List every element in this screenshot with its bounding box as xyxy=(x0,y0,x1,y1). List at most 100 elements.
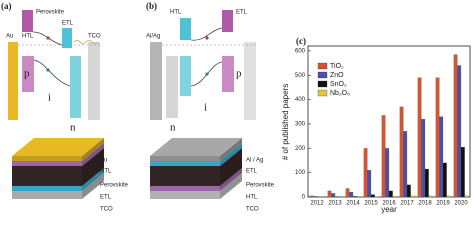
htl-block xyxy=(22,10,33,32)
legend-swatch xyxy=(317,62,328,70)
bar xyxy=(453,54,458,198)
layer-label: HTL xyxy=(100,169,112,175)
layer-label: TCO xyxy=(246,207,259,213)
legend-label: Nb₂O₅ xyxy=(330,90,350,97)
band-diagram-b: (b) HTL ETL Al/Ag n i p xyxy=(146,1,256,134)
x-tick-label: 2013 xyxy=(328,201,342,207)
legend-label: ZnO xyxy=(330,72,344,79)
y-tick-label: 500 xyxy=(295,73,306,79)
band-edge xyxy=(190,27,223,41)
layer-label: Perovskite xyxy=(246,183,275,189)
layer-top xyxy=(150,138,242,156)
bar xyxy=(428,195,433,198)
bar xyxy=(464,195,469,198)
layer-side xyxy=(220,173,242,199)
layer-side xyxy=(82,168,104,191)
etl-block xyxy=(180,56,191,96)
bar xyxy=(399,106,404,198)
y-tick-label: 200 xyxy=(295,146,306,152)
etl-label: ETL xyxy=(62,21,74,27)
layer-front xyxy=(150,161,220,166)
bar xyxy=(313,196,318,198)
metal-label: Al/Ag xyxy=(146,34,160,40)
layer-side xyxy=(220,148,242,186)
y-tick-label: 300 xyxy=(295,122,306,128)
bar xyxy=(327,190,332,198)
panel-label: (c) xyxy=(296,36,306,46)
x-tick-label: 2018 xyxy=(418,201,432,207)
n-label: n xyxy=(70,122,76,134)
bar xyxy=(363,148,368,198)
layer-label: Au xyxy=(100,158,107,164)
layer-side xyxy=(220,168,242,191)
band-diagram-a: (a) HTL Perovskite ETL TCO Au p i n xyxy=(1,1,101,133)
bar xyxy=(435,77,440,198)
layer-front xyxy=(150,166,220,186)
i-label: i xyxy=(48,92,51,104)
x-tick-label: 2015 xyxy=(364,201,378,207)
x-axis-label: year xyxy=(381,205,397,214)
y-tick-label: 0 xyxy=(302,195,306,201)
x-tick-label: 2020 xyxy=(454,201,468,207)
x-tick-label: 2019 xyxy=(436,201,450,207)
etl-block xyxy=(180,18,191,40)
layer-label: ETL xyxy=(246,169,258,175)
legend-swatch xyxy=(317,89,328,97)
legend-label: TiO₂ xyxy=(330,63,344,70)
panel-label: (b) xyxy=(146,1,157,11)
legend-swatch xyxy=(317,80,328,88)
hole xyxy=(46,68,50,72)
bar xyxy=(309,195,314,198)
tco-block xyxy=(166,56,178,118)
bar xyxy=(403,131,408,198)
contact-block xyxy=(244,42,256,120)
bar xyxy=(442,162,447,198)
bar xyxy=(349,192,354,198)
htl-label: HTL xyxy=(170,10,182,16)
etl-label: ETL xyxy=(236,10,248,16)
layer-label: Perovskite xyxy=(100,183,129,189)
layer-front xyxy=(12,186,82,191)
bar xyxy=(352,196,357,198)
x-tick-label: 2012 xyxy=(310,201,324,207)
layer-front xyxy=(12,161,82,166)
bar xyxy=(424,168,429,198)
y-tick-label: 100 xyxy=(295,170,306,176)
bar xyxy=(381,115,386,198)
p-label: p xyxy=(24,68,30,80)
layer-top xyxy=(12,138,104,156)
x-tick-label: 2014 xyxy=(346,201,360,207)
y-tick-label: 600 xyxy=(295,48,306,54)
etl-block xyxy=(70,56,81,118)
layer-side xyxy=(82,173,104,199)
legend-swatch xyxy=(317,71,328,79)
electron xyxy=(205,36,209,40)
layer-label: Al / Ag xyxy=(246,158,263,164)
bar xyxy=(388,190,393,198)
y-axis-label: # of published papers xyxy=(281,84,290,161)
hole xyxy=(205,72,209,76)
layer-front xyxy=(150,186,220,191)
bar xyxy=(385,148,390,198)
bar xyxy=(370,194,375,198)
bar xyxy=(446,195,451,198)
htl-label: HTL xyxy=(22,34,34,40)
bar xyxy=(331,193,336,198)
bar xyxy=(457,65,462,198)
layer-label: TCO xyxy=(100,207,113,213)
layer-side xyxy=(82,143,104,166)
layer-side xyxy=(82,148,104,186)
bar xyxy=(460,146,465,198)
legend-label: SnO₂ xyxy=(330,81,347,88)
bar xyxy=(410,195,415,198)
htl-block xyxy=(22,56,34,92)
i-label: i xyxy=(204,102,207,114)
figure: (a) HTL Perovskite ETL TCO Au p i n (b) … xyxy=(1,1,471,214)
bar xyxy=(367,170,372,198)
metal-contact xyxy=(8,42,18,120)
wave xyxy=(73,40,99,44)
bar xyxy=(421,118,426,198)
band-edge xyxy=(33,59,71,87)
panel-label: (a) xyxy=(1,1,12,11)
htl-block xyxy=(222,56,234,92)
